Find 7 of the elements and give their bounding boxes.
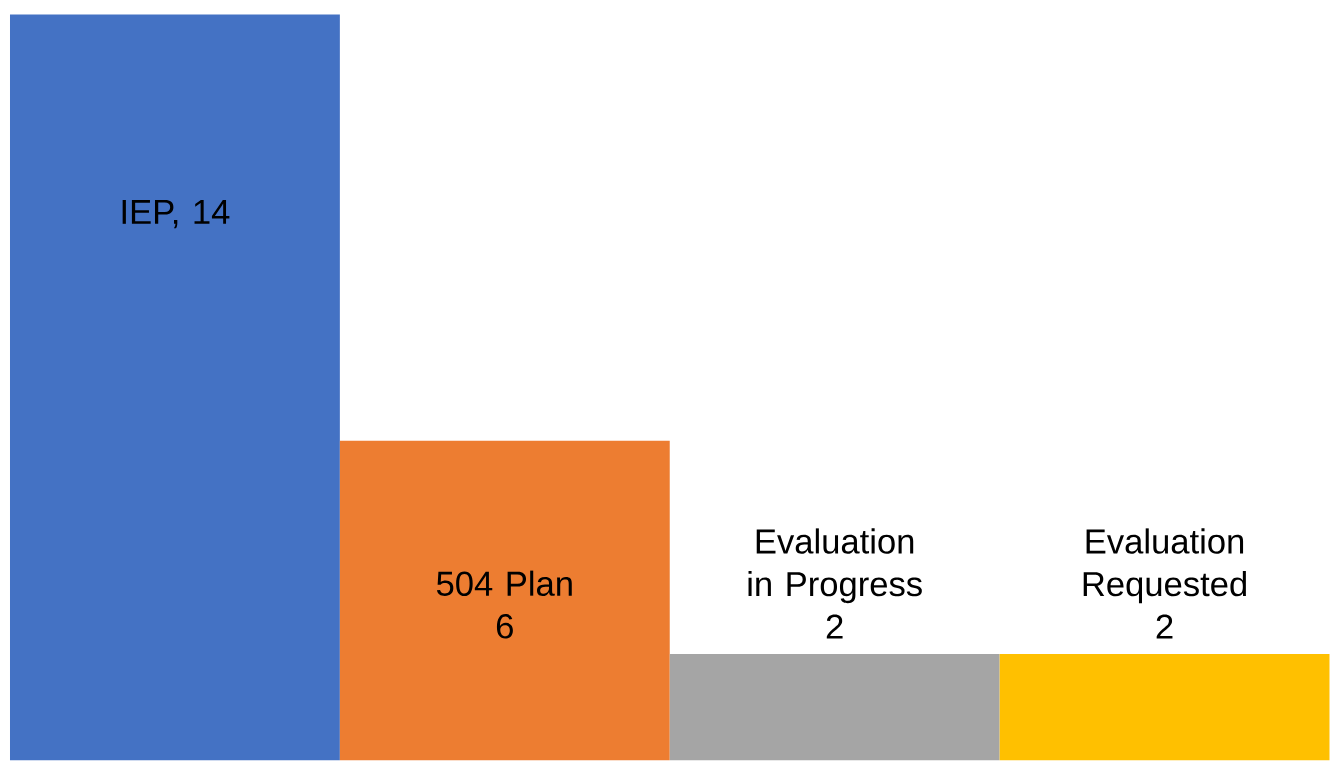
x-tick-label: Evaluation in Progress (748, 528, 922, 604)
data-label: IEP, 14 (122, 200, 230, 229)
x-tick-label: Evaluation Requested (1083, 528, 1246, 604)
data-label: 6 (496, 614, 513, 639)
x-tick-label: 504 Plan (436, 570, 572, 597)
data-label: 2 (826, 614, 843, 639)
data-label: 2 (1156, 614, 1173, 639)
